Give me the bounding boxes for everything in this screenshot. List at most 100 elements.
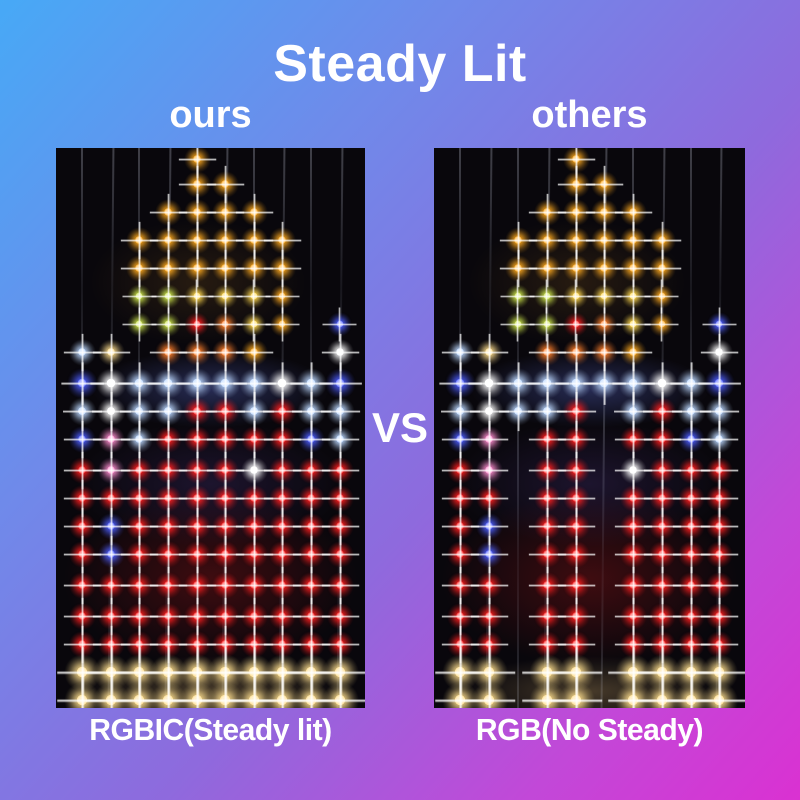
led-red [307,494,315,502]
led-orange [600,348,609,357]
led-gold [221,208,230,217]
led-red [335,580,344,589]
led-gold [278,264,287,273]
led-red [249,580,258,589]
led-gold [192,236,201,245]
label-others: others [531,94,648,136]
led-red [715,580,724,589]
led-gold [192,155,201,164]
led-gold [629,208,637,217]
led-ice [335,407,344,416]
led-red [221,494,230,502]
led-ice [249,407,258,416]
led-yellow [629,320,637,328]
led-gold [571,208,580,217]
led-red [106,494,115,502]
led-red [78,522,87,530]
led-yellow [221,292,229,300]
led-warm [334,666,345,677]
led-red [542,550,551,558]
led-warm [541,666,552,677]
caption-rgbic-steady: RGBIC(Steady lit) [89,712,332,747]
led-red [278,466,287,474]
led-orange [571,348,580,357]
led-blue [485,550,494,558]
led-red [542,494,551,502]
led-red [456,494,465,502]
led-blue [714,378,724,388]
led-red [78,639,87,648]
led-ice [628,378,638,388]
led-warm [191,694,202,705]
led-red [278,522,287,530]
led-lime [164,320,172,328]
led-warm [277,666,288,677]
led-red [485,639,494,648]
led-gold [221,264,230,273]
led-orange [221,348,230,357]
led-ice [192,378,201,388]
led-warm [483,666,495,677]
led-red [456,639,465,648]
led-red [192,639,201,648]
led-red [221,580,230,589]
led-lime [514,320,522,328]
led-red [571,639,580,648]
led-red [164,639,172,648]
led-gold [164,236,172,245]
led-warm [134,666,145,677]
led-warm [656,666,668,677]
led-red [572,320,579,328]
led-gold [571,264,580,273]
led-red [192,435,201,444]
led-warm [219,666,231,677]
led-red [135,466,144,474]
led-gold [192,264,201,273]
led-red [164,494,172,502]
led-red [135,639,144,648]
led-red [629,494,637,502]
led-red [335,466,344,474]
led-lime [543,292,551,300]
led-white [249,466,258,474]
led-warm [248,666,259,677]
led-red [106,639,115,648]
led-warm [483,694,495,705]
led-red [249,611,258,620]
led-red [278,550,287,558]
led-blue [106,522,115,530]
led-yellow [250,292,258,300]
led-red [278,580,287,589]
led-red [629,435,637,444]
led-red [221,550,230,558]
led-blue [686,435,695,444]
led-lime [164,292,172,300]
led-warm [77,666,88,677]
led-warm [191,666,202,677]
led-ice [220,378,230,388]
led-red [249,494,258,502]
led-red [715,639,724,648]
led-red [629,550,637,558]
led-yellow [629,292,637,300]
led-red [164,522,172,530]
led-red [571,494,580,502]
led-red [542,580,551,589]
led-pink [485,466,494,474]
led-ice [249,378,259,388]
led-white [485,407,494,416]
led-lime [514,292,522,300]
led-pink [106,435,115,444]
led-red [571,550,580,558]
led-warm [455,694,466,705]
led-red [192,407,201,416]
led-gold [249,348,258,357]
led-red [192,522,201,530]
led-red [307,639,315,648]
led-ice [686,378,695,388]
led-gold [249,236,258,245]
led-red [456,580,465,589]
led-red [686,580,695,589]
led-red [657,580,666,589]
led-red [571,611,580,620]
